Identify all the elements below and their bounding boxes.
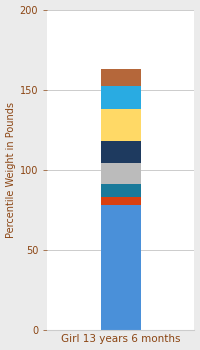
- Bar: [101, 163, 141, 184]
- Bar: [101, 69, 141, 86]
- Bar: [101, 197, 141, 205]
- Bar: [101, 141, 141, 163]
- Y-axis label: Percentile Weight in Pounds: Percentile Weight in Pounds: [6, 102, 16, 238]
- Bar: [101, 86, 141, 109]
- Bar: [101, 109, 141, 141]
- Bar: [101, 184, 141, 197]
- Bar: [101, 205, 141, 330]
